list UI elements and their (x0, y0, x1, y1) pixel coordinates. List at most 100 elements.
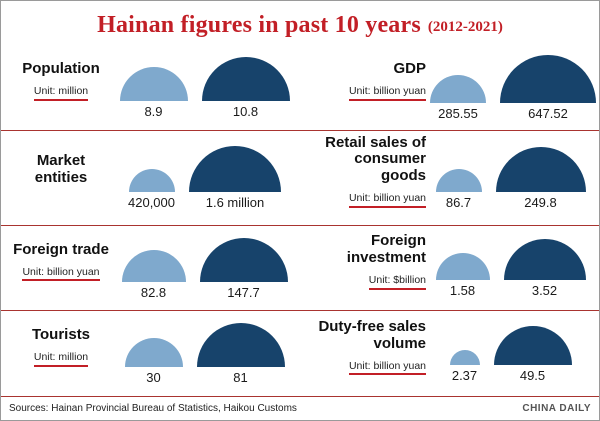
metric-label: Foreign trade (13, 240, 109, 258)
value-2012-group: 420,000 (128, 169, 175, 210)
metric-label-block: Foreign investment Unit: $billion (308, 233, 426, 290)
metric-cell-foreign-investment: Foreign investment Unit: $billion 1.58 3… (300, 226, 599, 311)
metric-unit: Unit: billion yuan (348, 192, 426, 208)
chart-title-bar: Hainan figures in past 10 years (2012-20… (1, 1, 599, 45)
value-2012-group: 8.9 (119, 66, 188, 119)
semicircle-2012 (121, 249, 186, 282)
semicircle-2012 (124, 338, 183, 368)
value-2012: 82.8 (140, 284, 167, 300)
semicircle-2012 (435, 168, 482, 192)
semicircle-2012 (435, 253, 490, 281)
value-2012-group: 1.58 (435, 253, 490, 299)
semicircle-pair: 285.55 647.52 (426, 54, 596, 121)
semicircle-2012 (430, 74, 486, 103)
value-2021-group: 49.5 (493, 325, 572, 383)
metric-rows: Population Unit: million 8.9 10.8 GD (1, 45, 599, 396)
metric-cell-duty-free: Duty-free sales volume Unit: billion yua… (300, 311, 599, 396)
metric-row-1: Population Unit: million 8.9 10.8 GD (1, 45, 599, 130)
semicircle-pair: 1.58 3.52 (426, 239, 591, 298)
metric-row-4: Tourists Unit: million 30 81 Duty-fr (1, 310, 599, 396)
metric-unit: Unit: billion yuan (22, 266, 100, 282)
value-2012: 420,000 (128, 195, 175, 211)
footer: Sources: Hainan Provincial Bureau of Sta… (1, 396, 599, 420)
value-2012: 8.9 (144, 103, 163, 119)
semicircle-2021 (500, 54, 596, 103)
metric-label: Market entities (34, 151, 88, 186)
value-2021: 647.52 (528, 105, 568, 121)
metric-label: Tourists (31, 326, 91, 344)
value-2021-group: 1.6 million (189, 146, 281, 210)
value-2021: 81 (233, 370, 248, 386)
metric-label-block: Market entities (9, 151, 113, 190)
metric-cell-gdp: GDP Unit: billion yuan 285.55 647.52 (300, 45, 599, 130)
value-2021-group: 147.7 (199, 237, 288, 300)
semicircle-pair: 82.8 147.7 (113, 237, 292, 300)
semicircle-pair: 8.9 10.8 (113, 56, 292, 119)
metric-unit: Unit: billion yuan (348, 85, 426, 101)
semicircle-2021 (503, 239, 586, 281)
semicircle-2012 (119, 66, 188, 101)
value-2021-group: 3.52 (503, 239, 586, 299)
metric-label: GDP (393, 60, 426, 78)
metric-cell-population: Population Unit: million 8.9 10.8 (1, 45, 300, 130)
metric-label-block: Duty-free sales volume Unit: billion yua… (308, 318, 426, 376)
value-2012-group: 2.37 (449, 349, 480, 383)
chart-title: Hainan figures in past 10 years (97, 11, 421, 38)
value-2021: 249.8 (524, 194, 557, 210)
metric-unit-row: Unit: $billion (308, 270, 426, 290)
metric-cell-foreign-trade: Foreign trade Unit: billion yuan 82.8 14… (1, 226, 300, 311)
metric-unit-row: Unit: million (9, 81, 113, 101)
value-2021-group: 647.52 (500, 54, 596, 121)
value-2012-group: 30 (124, 338, 183, 386)
metric-label: Retail sales of consumer goods (325, 133, 426, 185)
metric-label-block: Retail sales of consumer goods Unit: bil… (308, 133, 426, 208)
semicircle-2012 (128, 169, 175, 193)
semicircle-pair: 2.37 49.5 (426, 325, 591, 383)
sources-text: Sources: Hainan Provincial Bureau of Sta… (9, 403, 297, 414)
metric-row-3: Foreign trade Unit: billion yuan 82.8 14… (1, 224, 599, 311)
semicircle-2021 (495, 146, 586, 192)
semicircle-2021 (493, 325, 572, 365)
metric-label-block: GDP Unit: billion yuan (308, 60, 426, 101)
metric-label-block: Foreign trade Unit: billion yuan (9, 240, 113, 282)
metric-unit: Unit: million (33, 351, 89, 367)
metric-unit-row: Unit: billion yuan (9, 262, 113, 282)
semicircle-2021 (189, 146, 281, 193)
chart-title-range: (2012-2021) (427, 18, 503, 35)
value-2012-group: 285.55 (430, 74, 486, 121)
semicircle-2021 (199, 237, 288, 282)
value-2021-group: 81 (196, 323, 285, 386)
value-2021-group: 249.8 (495, 146, 586, 210)
value-2012: 86.7 (445, 194, 472, 210)
metric-unit-row: Unit: billion yuan (308, 356, 426, 376)
metric-cell-retail-sales: Retail sales of consumer goods Unit: bil… (300, 131, 599, 225)
metric-label: Duty-free sales volume (318, 318, 426, 352)
semicircle-2021 (196, 323, 285, 368)
metric-label-block: Tourists Unit: million (9, 327, 113, 367)
value-2012: 1.58 (449, 283, 476, 299)
value-2021: 1.6 million (205, 195, 265, 211)
value-2012-group: 86.7 (435, 168, 482, 210)
metric-unit: Unit: billion yuan (348, 360, 426, 376)
metric-row-2: Market entities 420,000 1.6 million (1, 129, 599, 225)
value-2021: 147.7 (227, 284, 260, 300)
metric-unit-row: Unit: billion yuan (308, 188, 426, 208)
metric-cell-tourists: Tourists Unit: million 30 81 (1, 311, 300, 396)
value-2021: 3.52 (531, 283, 558, 299)
semicircle-pair: 420,000 1.6 million (113, 146, 292, 210)
metric-unit: Unit: $billion (368, 274, 426, 290)
brand-text: CHINA DAILY (522, 403, 591, 414)
semicircle-pair: 86.7 249.8 (426, 146, 591, 210)
semicircle-pair: 30 81 (113, 323, 292, 385)
metric-unit-row: Unit: million (9, 347, 113, 367)
value-2021: 49.5 (519, 367, 546, 383)
value-2021-group: 10.8 (201, 56, 290, 119)
value-2012: 2.37 (451, 367, 478, 383)
semicircle-2021 (201, 56, 290, 101)
metric-unit: Unit: million (33, 85, 89, 101)
metric-cell-market-entities: Market entities 420,000 1.6 million (1, 131, 300, 225)
metric-label-block: Population Unit: million (9, 60, 113, 101)
metric-label: Population (22, 60, 100, 78)
value-2012: 30 (146, 370, 161, 386)
